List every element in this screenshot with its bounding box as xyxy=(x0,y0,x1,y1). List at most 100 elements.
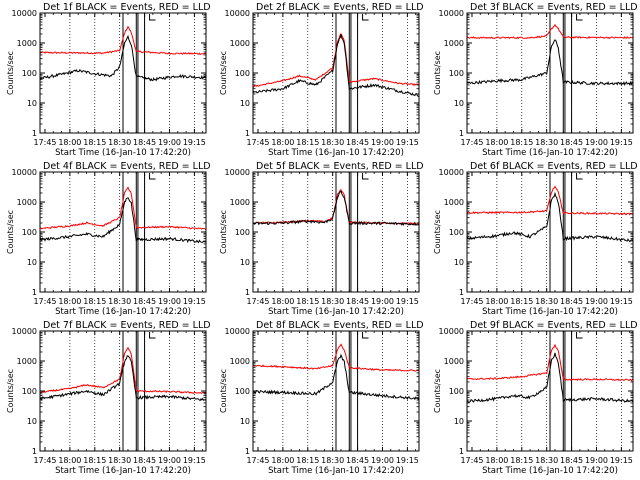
x-tick-label: 18:45 xyxy=(133,456,156,465)
y-tick-label: 1000 xyxy=(444,198,464,207)
y-tick-label: 100 xyxy=(449,69,464,78)
x-tick-label: 19:00 xyxy=(585,138,608,147)
interval-bracket xyxy=(576,332,583,339)
x-tick-label: 17:45 xyxy=(460,138,483,147)
x-tick-label: 18:00 xyxy=(58,297,81,306)
x-tick-label: 18:00 xyxy=(58,456,81,465)
y-tick-label: 1000 xyxy=(17,357,37,366)
interval-bracket xyxy=(362,14,369,21)
x-tick-label: 18:00 xyxy=(271,297,294,306)
y-tick-label: 1 xyxy=(245,288,250,297)
y-tick-label: 1 xyxy=(32,288,37,297)
interval-bracket xyxy=(149,332,156,339)
y-tick-label: 1000 xyxy=(230,39,250,48)
plot-panel-7: Det 7f BLACK = Events, RED = LLD 1 10 100 10… xyxy=(6,320,211,476)
x-tick-label: 18:15 xyxy=(83,297,106,306)
x-tick-label: 18:15 xyxy=(83,138,106,147)
x-tick-label: 19:00 xyxy=(371,297,394,306)
x-tick-label: 18:30 xyxy=(321,456,344,465)
x-tick-label: 18:30 xyxy=(108,297,131,306)
plot-panel-9: Det 9f BLACK = Events, RED = LLD 1 10 100 10… xyxy=(433,320,638,476)
y-tick-label: 10 xyxy=(27,99,37,108)
y-tick-label: 10000 xyxy=(439,168,464,177)
y-tick-label: 10000 xyxy=(225,327,250,336)
x-tick-label: 18:15 xyxy=(296,138,319,147)
x-tick-label: 18:45 xyxy=(346,456,369,465)
plot-title: Det 4f BLACK = Events, RED = LLD xyxy=(43,161,211,172)
y-tick-label: 10 xyxy=(27,258,37,267)
plot-panel-1: Det 1f BLACK = Events, RED = LLD 1 10 100 10… xyxy=(6,2,211,158)
x-axis-label: Start Time (16-Jan-10 17:42:20) xyxy=(55,466,191,476)
y-tick-label: 1 xyxy=(459,129,464,138)
y-tick-label: 1 xyxy=(245,447,250,456)
x-axis-label: Start Time (16-Jan-10 17:42:20) xyxy=(482,307,618,317)
y-tick-label: 1000 xyxy=(444,39,464,48)
series-line-lld xyxy=(39,25,207,55)
x-tick-label: 18:45 xyxy=(346,297,369,306)
x-tick-label: 18:45 xyxy=(560,297,583,306)
series-line-events xyxy=(39,355,206,402)
x-tick-label: 18:00 xyxy=(271,138,294,147)
y-tick-label: 10 xyxy=(454,99,464,108)
x-tick-label: 18:45 xyxy=(133,138,156,147)
y-tick-label: 1 xyxy=(32,447,37,456)
x-tick-label: 19:15 xyxy=(183,138,206,147)
x-tick-label: 18:15 xyxy=(510,456,533,465)
plot-title: Det 7f BLACK = Events, RED = LLD xyxy=(43,320,211,331)
x-tick-label: 17:45 xyxy=(246,456,269,465)
plot-title: Det 6f BLACK = Events, RED = LLD xyxy=(470,161,638,172)
x-tick-label: 17:45 xyxy=(460,456,483,465)
series-line-events xyxy=(467,352,634,404)
plot-panel-8: Det 8f BLACK = Events, RED = LLD 1 10 100 10… xyxy=(219,320,424,476)
plot-title: Det 5f BLACK = Events, RED = LLD xyxy=(256,161,424,172)
x-axis-label: Start Time (16-Jan-10 17:42:20) xyxy=(268,307,404,317)
x-tick-label: 19:00 xyxy=(158,138,181,147)
x-tick-label: 17:45 xyxy=(246,297,269,306)
x-tick-label: 19:00 xyxy=(371,138,394,147)
y-tick-label: 100 xyxy=(235,387,250,396)
x-tick-label: 18:00 xyxy=(485,297,508,306)
y-tick-label: 100 xyxy=(235,228,250,237)
x-tick-label: 18:15 xyxy=(296,297,319,306)
x-axis-label: Start Time (16-Jan-10 17:42:20) xyxy=(482,466,618,476)
y-tick-label: 1 xyxy=(245,129,250,138)
y-tick-label: 10 xyxy=(240,99,250,108)
x-tick-label: 18:30 xyxy=(321,138,344,147)
x-tick-label: 19:15 xyxy=(396,456,419,465)
y-tick-label: 100 xyxy=(22,69,37,78)
x-tick-label: 19:00 xyxy=(371,456,394,465)
series-line-events xyxy=(466,39,634,86)
x-axis-label: Start Time (16-Jan-10 17:42:20) xyxy=(268,466,404,476)
y-tick-label: 10000 xyxy=(12,168,37,177)
x-axis-label: Start Time (16-Jan-10 17:42:20) xyxy=(482,148,618,158)
x-tick-label: 18:30 xyxy=(535,138,558,147)
x-axis-label: Start Time (16-Jan-10 17:42:20) xyxy=(55,148,191,158)
y-axis-label: Counts/sec xyxy=(433,369,442,413)
x-tick-label: 18:00 xyxy=(485,456,508,465)
x-axis-label: Start Time (16-Jan-10 17:42:20) xyxy=(55,307,191,317)
y-tick-label: 10 xyxy=(27,417,37,426)
x-tick-label: 19:00 xyxy=(585,456,608,465)
y-tick-label: 10000 xyxy=(12,327,37,336)
x-tick-label: 19:15 xyxy=(183,456,206,465)
series-line-lld xyxy=(466,23,634,40)
plot-panel-4: Det 4f BLACK = Events, RED = LLD 1 10 100 10… xyxy=(6,161,211,317)
x-tick-label: 18:15 xyxy=(296,456,319,465)
x-tick-label: 18:00 xyxy=(58,138,81,147)
x-tick-label: 18:00 xyxy=(485,138,508,147)
plot-panel-3: Det 3f BLACK = Events, RED = LLD 1 10 100 10… xyxy=(433,2,638,158)
x-tick-label: 18:15 xyxy=(83,456,106,465)
plot-title: Det 2f BLACK = Events, RED = LLD xyxy=(256,2,424,13)
series-line-lld xyxy=(466,185,634,216)
y-axis-label: Counts/sec xyxy=(433,51,442,95)
x-tick-label: 19:15 xyxy=(610,138,633,147)
y-tick-label: 1000 xyxy=(230,198,250,207)
x-tick-label: 18:15 xyxy=(510,138,533,147)
y-tick-label: 100 xyxy=(22,387,37,396)
series-line-events xyxy=(466,191,634,243)
y-tick-label: 10 xyxy=(454,258,464,267)
y-tick-label: 10000 xyxy=(225,168,250,177)
x-tick-label: 19:15 xyxy=(183,297,206,306)
plot-title: Det 9f BLACK = Events, RED = LLD xyxy=(470,320,638,331)
plot-panel-2: Det 2f BLACK = Events, RED = LLD 1 10 100 10… xyxy=(219,2,424,158)
